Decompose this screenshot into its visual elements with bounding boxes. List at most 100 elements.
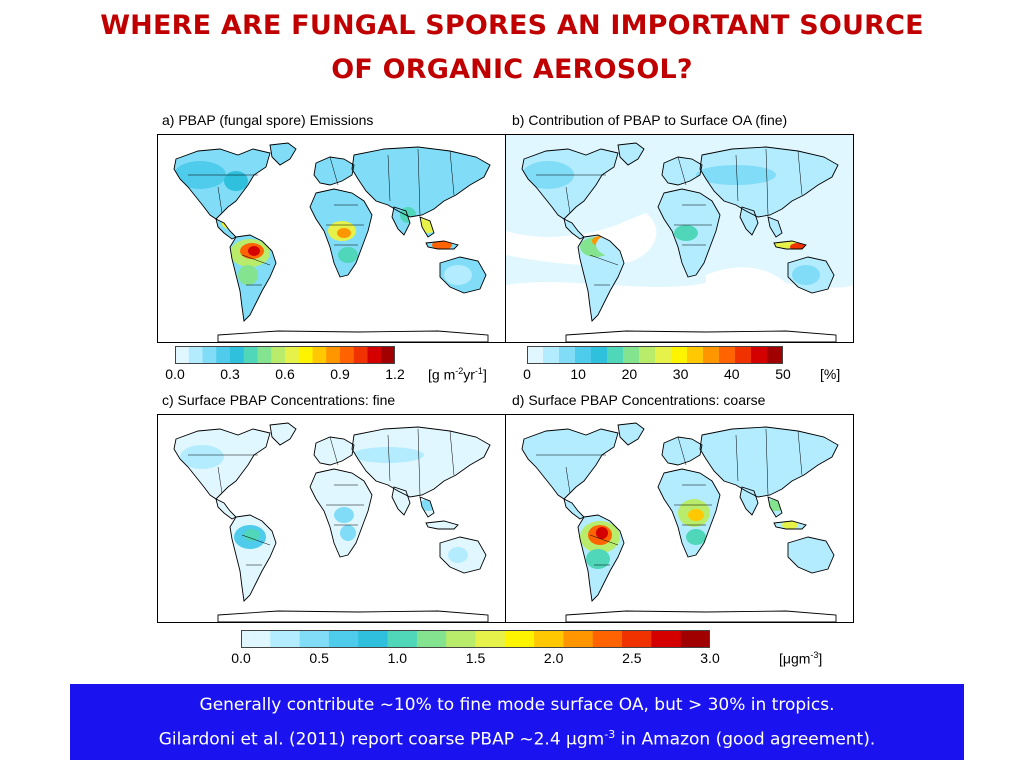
- colorbar-swatch: [271, 346, 286, 364]
- colorbar-swatch: [639, 346, 656, 364]
- panel-b-title: b) Contribution of PBAP to Surface OA (f…: [512, 112, 788, 128]
- field-blob: [352, 447, 424, 463]
- coastline-southAmerica: [229, 514, 277, 602]
- coastline-greenland: [269, 422, 297, 446]
- colorbar-swatch: [312, 346, 327, 364]
- colorbar-swatch: [680, 630, 710, 648]
- antarctica-fill: [218, 331, 488, 342]
- emissions-unit-mid: yr: [463, 366, 475, 383]
- field-blob: [244, 529, 260, 541]
- land-fields: [174, 423, 490, 622]
- colorbar-swatch: [175, 346, 190, 364]
- concentration-colorbar: [241, 630, 710, 648]
- colorbar-swatch: [703, 346, 720, 364]
- border-line: [387, 434, 391, 482]
- colorbar-swatch: [243, 346, 258, 364]
- border-line: [589, 534, 619, 546]
- emissions-unit-exp2: -1: [474, 366, 483, 376]
- border-line: [797, 430, 803, 476]
- colorbar-swatch: [751, 346, 768, 364]
- colorbar-swatch: [534, 630, 564, 648]
- coastline-asia: [351, 426, 491, 498]
- border-line: [329, 436, 339, 466]
- contribution-tick: 50: [775, 366, 791, 382]
- field-blob: [526, 445, 574, 469]
- coastline-africa: [309, 188, 373, 278]
- contribution-tick: 40: [724, 366, 740, 382]
- coastline-asia: [351, 146, 491, 218]
- colorbar-swatch: [563, 630, 594, 648]
- colorbar-swatch: [591, 346, 608, 364]
- coastline-europe: [661, 156, 703, 186]
- colorbar-swatch: [735, 346, 752, 364]
- border-line: [417, 148, 421, 216]
- colorbar-frame: [527, 346, 783, 364]
- contribution-tick: 30: [672, 366, 689, 382]
- colorbar-swatch: [719, 346, 736, 364]
- border-line: [387, 154, 391, 202]
- field-blob: [432, 240, 452, 250]
- field-blob: [418, 217, 438, 233]
- land-fields: [522, 423, 838, 622]
- colorbar-swatch: [381, 346, 395, 364]
- border-line: [329, 156, 339, 186]
- coastline-seAsia: [767, 216, 783, 238]
- emissions-unit-exp1: -2: [455, 366, 464, 376]
- concentration-tick: 2.5: [622, 650, 642, 666]
- field-blob: [348, 165, 428, 185]
- map-panel-b: [505, 134, 854, 343]
- contribution-map: [506, 135, 853, 342]
- coastline-africa: [309, 468, 373, 558]
- coastline-northAmerica: [521, 428, 619, 500]
- coastline-centralAmerica: [215, 218, 237, 240]
- summary-callout: Generally contribute ~10% to fine mode s…: [70, 684, 964, 760]
- coastline-indonesia: [425, 240, 459, 250]
- fine-concentration-map: [173, 422, 491, 622]
- emissions-tick: 0.6: [275, 366, 295, 382]
- coastline-centralAmerica: [563, 498, 585, 520]
- concentration-tick: 3.0: [700, 650, 720, 666]
- colorbar-swatch: [257, 346, 272, 364]
- colorbar-swatch: [592, 630, 623, 648]
- colorbar-swatch: [270, 630, 301, 648]
- field-blob: [596, 527, 608, 539]
- coastline-australia: [439, 256, 487, 294]
- callout-line2: Gilardoni et al. (2011) report coarse PB…: [70, 720, 964, 755]
- colorbar-frame: [241, 630, 710, 648]
- coastline-seAsia: [767, 496, 783, 518]
- colorbar-swatch: [559, 346, 576, 364]
- field-blob: [180, 445, 224, 469]
- coastline-india: [739, 206, 759, 236]
- colorbar-swatch: [328, 630, 359, 648]
- field-blob: [420, 499, 436, 511]
- border-line: [765, 148, 769, 216]
- coastline-india: [391, 486, 411, 516]
- border-line: [565, 186, 571, 214]
- concentration-unit-prefix: [μgm: [779, 650, 811, 667]
- field-blob: [448, 547, 468, 563]
- field-blob: [338, 247, 358, 263]
- border-line: [241, 254, 271, 266]
- coastline-southAmerica: [577, 234, 625, 322]
- field-blob: [700, 447, 772, 463]
- callout-line2-exp: -3: [604, 728, 616, 741]
- coastline-australia: [787, 536, 835, 574]
- field-blob: [334, 507, 354, 523]
- coastline-northAmerica: [521, 148, 619, 220]
- callout-line2-end: in Amazon (good agreement).: [615, 729, 876, 750]
- colorbar-swatch: [767, 346, 783, 364]
- emissions-colorbar: [175, 346, 395, 364]
- coastline-africa: [657, 188, 721, 278]
- contribution-unit: [%]: [820, 366, 841, 382]
- border-line: [449, 150, 455, 196]
- coastline-seAsia: [419, 496, 435, 518]
- border-line: [449, 430, 455, 476]
- concentration-tick: 0.5: [309, 650, 329, 666]
- contribution-tick: 0: [523, 366, 531, 382]
- coastline-greenland: [269, 142, 297, 166]
- colorbar-swatch: [687, 346, 704, 364]
- field-blob: [586, 549, 610, 569]
- emissions-map: [173, 142, 491, 342]
- map-panel-c: [157, 414, 506, 623]
- field-blob: [444, 265, 472, 285]
